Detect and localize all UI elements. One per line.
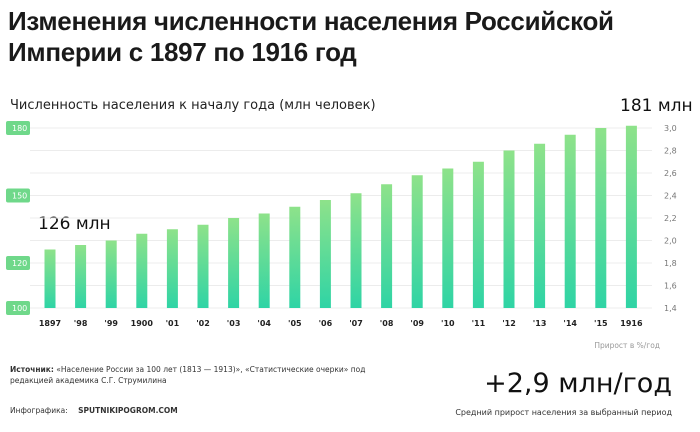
x-tick-label: '14 xyxy=(563,319,577,328)
average-growth-stat: +2,9 млн/год xyxy=(484,368,672,399)
end-value-annotation: 181 млн xyxy=(620,96,693,116)
x-tick-label: 1916 xyxy=(620,319,643,328)
right-tick-label: 2,8 xyxy=(664,147,677,156)
start-value-annotation: 126 млн xyxy=(38,214,111,234)
right-axis-label: Прирост в %/год xyxy=(594,341,660,350)
x-tick-label: '15 xyxy=(594,319,608,328)
right-tick-label: 2,2 xyxy=(664,214,677,223)
bar xyxy=(442,168,454,308)
x-tick-label: '04 xyxy=(257,319,271,328)
x-tick-label: '12 xyxy=(502,319,516,328)
y-tick-label: 100 xyxy=(12,304,27,313)
credit-label: Инфографика: xyxy=(10,406,68,415)
x-tick-label: 1897 xyxy=(39,319,61,328)
right-tick-label: 3,0 xyxy=(664,124,677,133)
right-tick-label: 1,6 xyxy=(664,282,677,291)
right-tick-label: 1,4 xyxy=(664,304,677,313)
y-tick-badge xyxy=(6,256,30,270)
x-tick-label: '11 xyxy=(472,319,486,328)
right-tick-label: 1,8 xyxy=(664,259,677,268)
x-tick-label: '02 xyxy=(196,319,210,328)
bar xyxy=(166,229,178,308)
bar xyxy=(136,233,148,308)
bar xyxy=(105,240,117,308)
bar xyxy=(381,184,393,308)
bar xyxy=(534,143,546,308)
x-tick-label: 1900 xyxy=(131,319,154,328)
x-tick-label: '01 xyxy=(166,319,180,328)
chart-subtitle: Численность населения к началу года (млн… xyxy=(10,98,376,113)
source-note: Источник: «Население России за 100 лет (… xyxy=(10,364,370,386)
x-tick-label: '08 xyxy=(380,319,394,328)
bar xyxy=(197,224,209,308)
bar xyxy=(258,213,270,308)
bar xyxy=(503,150,515,308)
page-title: Изменения численности населения Российск… xyxy=(8,6,614,67)
source-label: Источник: xyxy=(10,365,54,374)
y-tick-badge xyxy=(6,301,30,315)
credit-line: Инфографика: SPUTNIKIPOGROM.COM xyxy=(10,406,178,415)
bar xyxy=(228,218,240,308)
bar xyxy=(595,128,607,308)
bar xyxy=(625,125,637,308)
credit-site: SPUTNIKIPOGROM.COM xyxy=(78,406,178,415)
y-tick-badge xyxy=(6,188,30,203)
x-tick-label: '05 xyxy=(288,319,302,328)
right-tick-label: 2,6 xyxy=(664,169,677,178)
y-tick-label: 180 xyxy=(12,124,27,133)
x-tick-label: '07 xyxy=(349,319,363,328)
source-text: «Население России за 100 лет (1813 — 191… xyxy=(10,365,366,385)
x-tick-label: '10 xyxy=(441,319,455,328)
bar xyxy=(319,200,331,308)
bar xyxy=(289,206,301,308)
x-tick-label: '99 xyxy=(104,319,118,328)
y-tick-label: 150 xyxy=(12,192,27,201)
bar xyxy=(472,161,484,308)
right-tick-label: 2,4 xyxy=(664,192,677,201)
x-tick-label: '06 xyxy=(319,319,333,328)
bar xyxy=(350,193,362,308)
x-tick-label: '98 xyxy=(74,319,88,328)
bar xyxy=(75,245,87,308)
bar xyxy=(44,249,56,308)
average-growth-caption: Средний прирост населения за выбранный п… xyxy=(455,408,672,417)
bar xyxy=(411,175,423,308)
x-tick-label: '03 xyxy=(227,319,241,328)
x-tick-label: '13 xyxy=(533,319,547,328)
x-tick-label: '09 xyxy=(410,319,424,328)
y-tick-badge xyxy=(6,121,30,135)
bar xyxy=(564,134,576,308)
right-tick-label: 2,0 xyxy=(664,237,677,246)
y-tick-label: 120 xyxy=(12,259,27,268)
